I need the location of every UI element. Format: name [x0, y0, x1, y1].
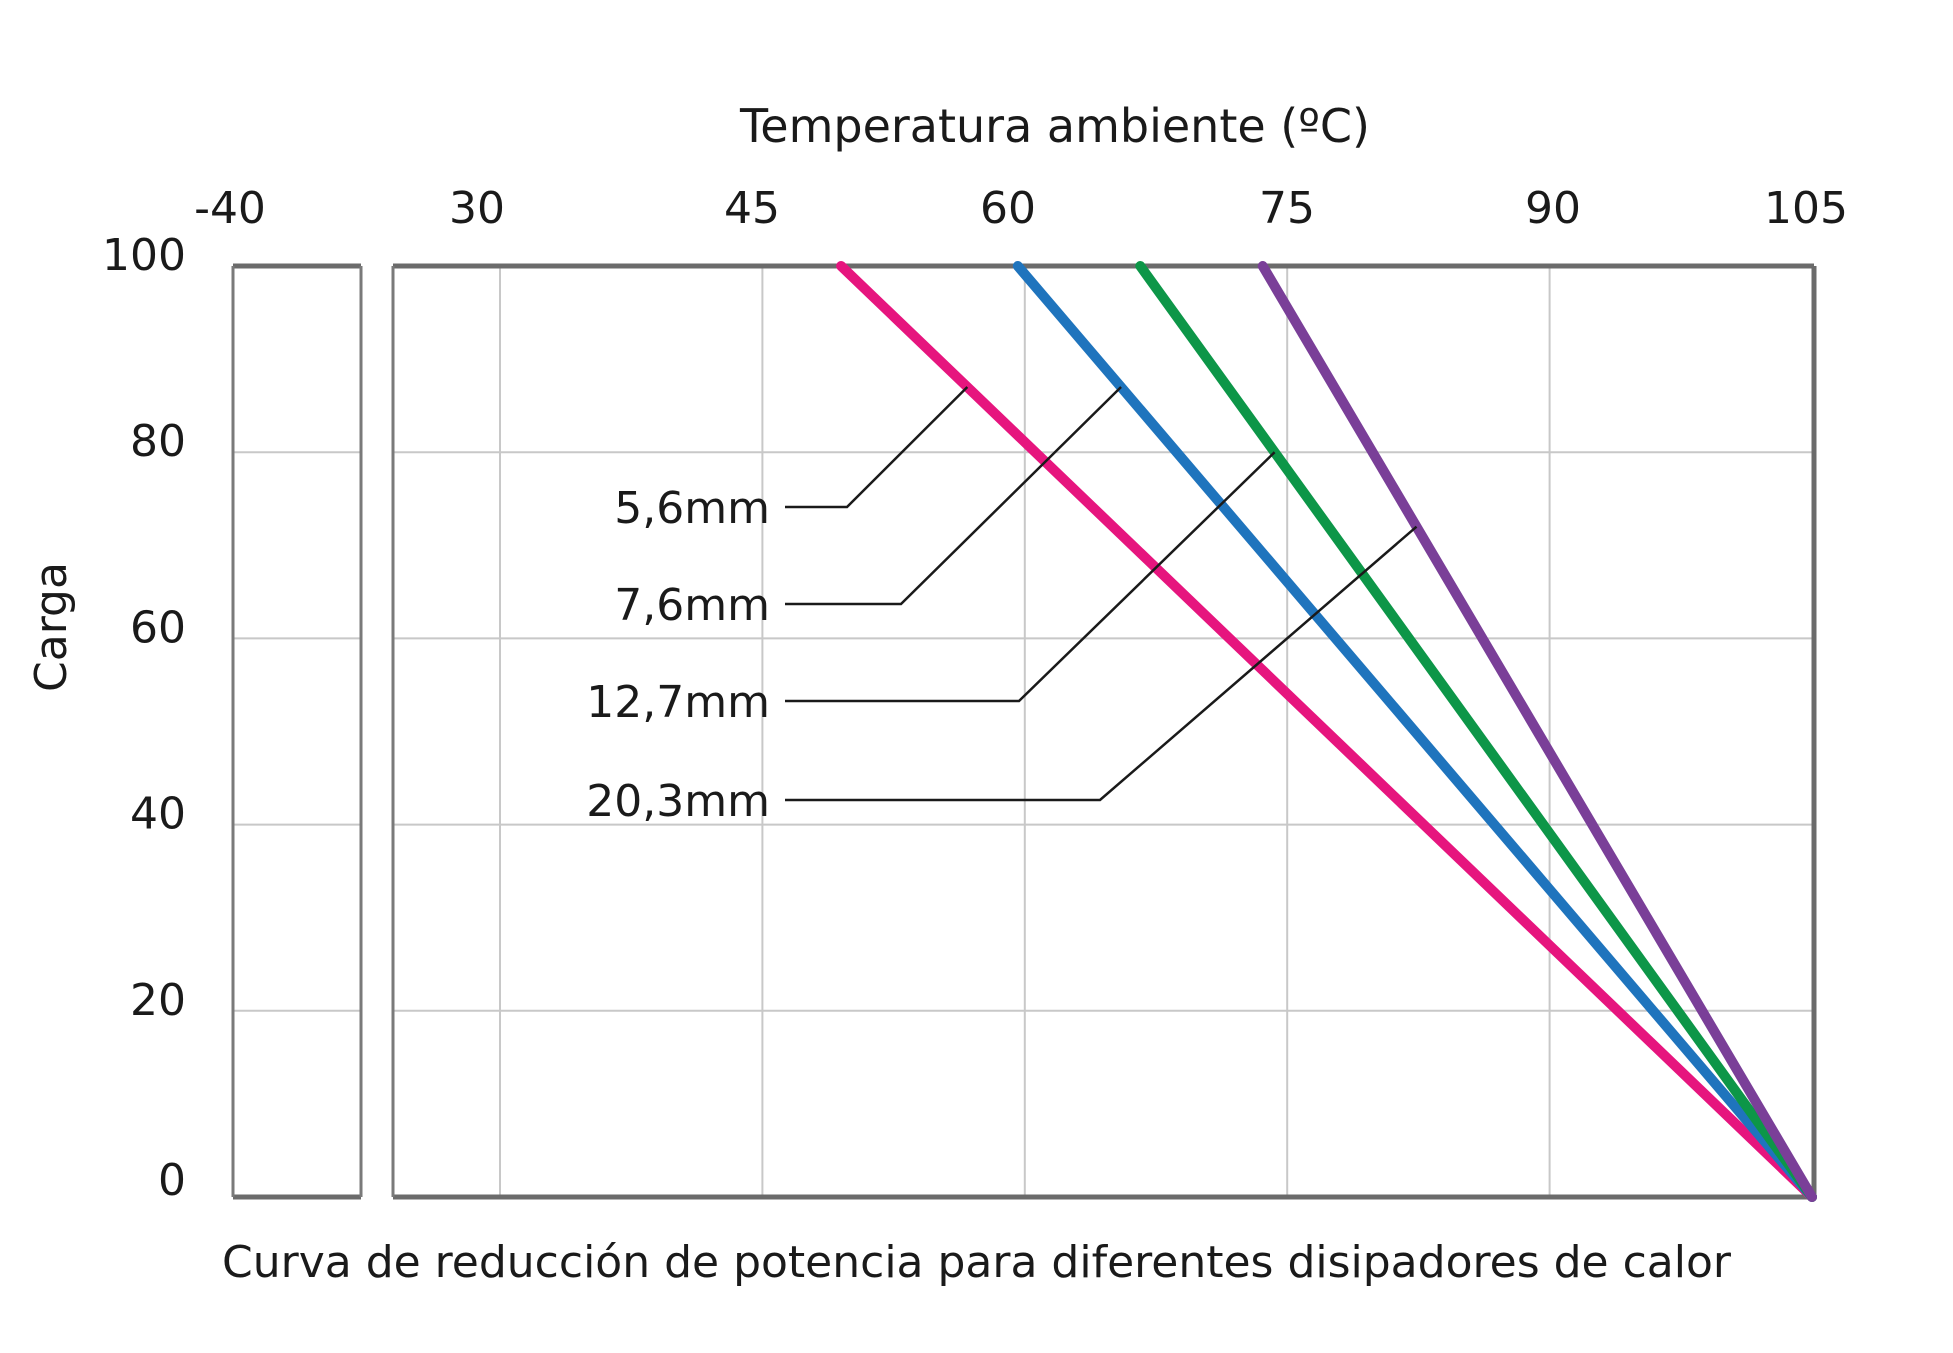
leader-line-4	[785, 525, 1418, 802]
y-tick-label-3: 40	[130, 789, 186, 840]
series-line-1	[836, 261, 1817, 1202]
series-lines	[836, 261, 1817, 1202]
series-line-2	[1012, 261, 1817, 1202]
leader-line-1	[785, 386, 969, 509]
x-tick-label-6: 105	[1764, 183, 1848, 234]
series-label-4: 20,3mm	[586, 776, 770, 827]
y-tick-label-4: 20	[130, 975, 186, 1026]
y-tick-label-2: 60	[130, 602, 186, 653]
leader-line-3	[785, 451, 1276, 703]
x-tick-labels: -40 30 45 60 75 90 105	[194, 183, 1848, 234]
plot-frame	[231, 263, 1817, 1200]
chart-caption: Curva de reducción de potencia para dife…	[222, 1237, 1732, 1288]
y-tick-label-5: 0	[158, 1155, 186, 1206]
series-labels: 5,6mm 7,6mm 12,7mm 20,3mm	[586, 483, 770, 827]
series-line-4	[1257, 261, 1817, 1202]
series-line-3	[1135, 261, 1817, 1202]
x-tick-label-3: 60	[980, 183, 1036, 234]
grid	[233, 266, 1814, 1197]
series-label-3: 12,7mm	[586, 677, 770, 728]
x-tick-label-5: 90	[1525, 183, 1581, 234]
y-tick-label-0: 100	[102, 230, 186, 281]
x-tick-label-0: -40	[194, 183, 266, 234]
y-tick-labels: 100 80 60 40 20 0	[102, 230, 186, 1206]
y-axis-title: Carga	[26, 562, 77, 692]
x-tick-label-2: 45	[724, 183, 780, 234]
y-tick-label-1: 80	[130, 416, 186, 467]
x-tick-label-1: 30	[449, 183, 505, 234]
leader-line-2	[785, 386, 1122, 606]
x-tick-label-4: 75	[1259, 183, 1315, 234]
series-label-2: 7,6mm	[614, 580, 770, 631]
x-axis-title: Temperatura ambiente (ºC)	[739, 99, 1370, 153]
series-label-1: 5,6mm	[614, 483, 770, 534]
label-leaders	[785, 386, 1418, 802]
